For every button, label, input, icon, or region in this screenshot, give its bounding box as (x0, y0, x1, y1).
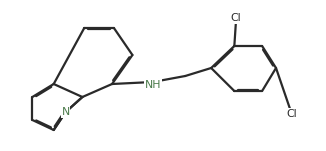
Text: NH: NH (144, 80, 161, 90)
Text: Cl: Cl (287, 109, 297, 119)
Text: N: N (62, 107, 70, 117)
Text: Cl: Cl (231, 13, 242, 23)
